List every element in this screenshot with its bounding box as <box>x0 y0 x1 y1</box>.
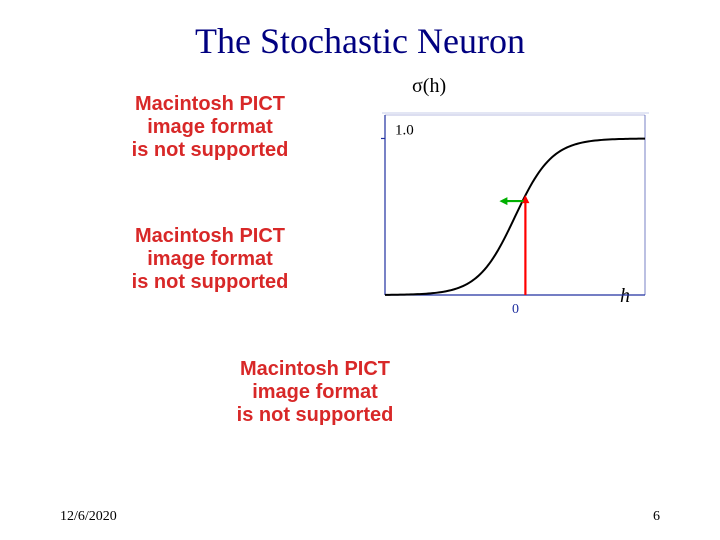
pict-err-line: is not supported <box>237 404 394 426</box>
pict-err-line: Macintosh PICT <box>135 225 285 247</box>
pict-err-line: image format <box>147 116 273 138</box>
sigma-label: σ(h) <box>412 75 446 98</box>
slide-title: The Stochastic Neuron <box>0 20 720 62</box>
svg-text:1.0: 1.0 <box>395 122 414 138</box>
svg-text:0: 0 <box>512 302 519 317</box>
pict-err-line: Macintosh PICT <box>135 93 285 115</box>
sigmoid-chart: 01.0 <box>345 105 655 320</box>
pict-err-line: image format <box>147 248 273 270</box>
footer-date: 12/6/2020 <box>60 509 117 525</box>
pict-err-line: is not supported <box>132 271 289 293</box>
pict-err-line: Macintosh PICT <box>240 358 390 380</box>
pict-error-2: Macintosh PICT image format is not suppo… <box>80 225 340 294</box>
sigma-text: σ(h) <box>412 75 446 97</box>
pict-err-line: image format <box>252 381 378 403</box>
pict-error-3: Macintosh PICT image format is not suppo… <box>185 358 445 427</box>
footer-page: 6 <box>653 509 660 525</box>
pict-err-line: is not supported <box>132 139 289 161</box>
pict-error-1: Macintosh PICT image format is not suppo… <box>80 93 340 162</box>
